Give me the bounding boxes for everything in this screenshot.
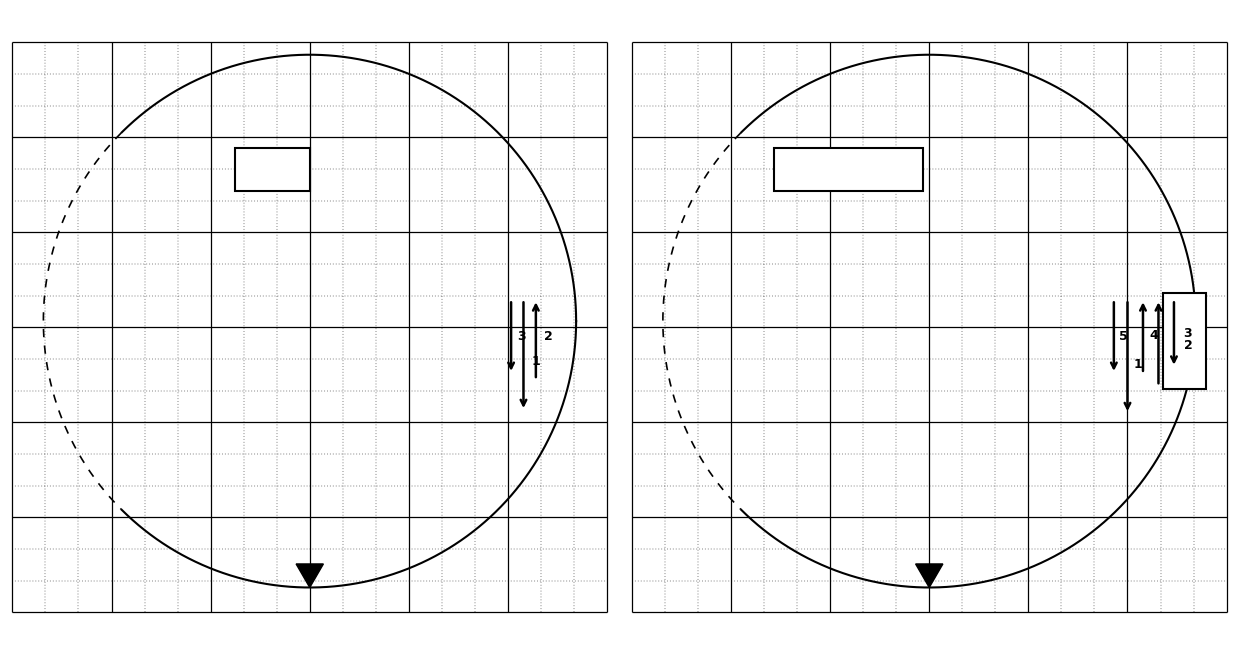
Text: 1: 1: [532, 355, 540, 368]
Bar: [1163, 293, 1206, 390]
Text: 1: 1: [1134, 358, 1142, 371]
Bar: [235, 147, 310, 191]
Text: 2: 2: [544, 330, 553, 343]
Text: 4: 4: [1150, 329, 1158, 342]
Bar: [774, 147, 923, 191]
Text: 3: 3: [518, 330, 525, 343]
Text: 5: 5: [1119, 330, 1127, 343]
Polygon shape: [916, 564, 943, 588]
Text: 3: 3: [1183, 327, 1192, 340]
Polygon shape: [296, 564, 323, 588]
Text: 2: 2: [1184, 340, 1193, 352]
